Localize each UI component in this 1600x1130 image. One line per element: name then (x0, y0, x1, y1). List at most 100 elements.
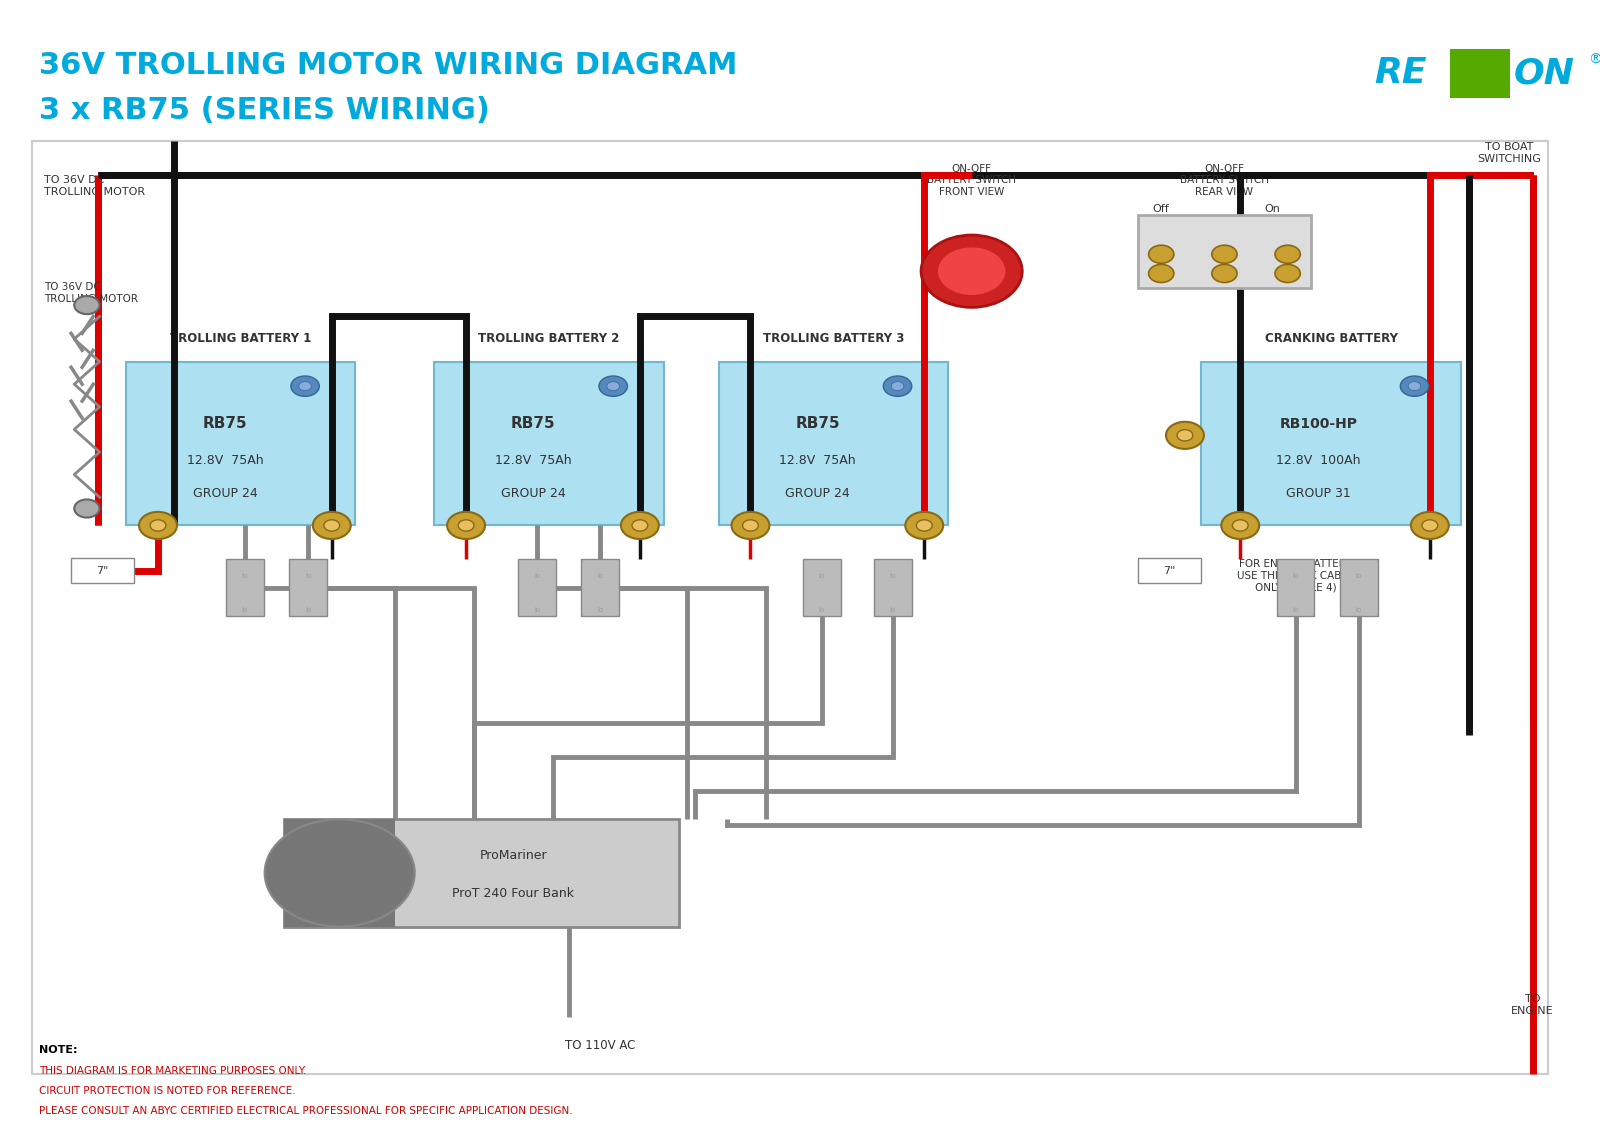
Circle shape (1221, 512, 1259, 539)
Text: On: On (1264, 205, 1280, 214)
Circle shape (632, 520, 648, 531)
Circle shape (938, 246, 1006, 296)
Text: GROUP 31: GROUP 31 (1286, 487, 1350, 501)
Text: TO 36V DC
TROLLING MOTOR: TO 36V DC TROLLING MOTOR (45, 175, 146, 197)
FancyBboxPatch shape (1277, 559, 1315, 616)
Text: CIRCUIT PROTECTION IS NOTED FOR REFERENCE.: CIRCUIT PROTECTION IS NOTED FOR REFERENC… (40, 1086, 296, 1096)
Circle shape (1422, 520, 1438, 531)
FancyBboxPatch shape (1450, 49, 1510, 98)
Text: Li: Li (1464, 60, 1491, 87)
Text: lo: lo (819, 607, 824, 614)
Text: PLEASE CONSULT AN ABYC CERTIFIED ELECTRICAL PROFESSIONAL FOR SPECIFIC APPLICATIO: PLEASE CONSULT AN ABYC CERTIFIED ELECTRI… (40, 1106, 573, 1116)
Text: lo: lo (1355, 573, 1362, 580)
Circle shape (299, 382, 312, 391)
Text: lo: lo (534, 607, 541, 614)
Text: 3 x RB75 (SERIES WIRING): 3 x RB75 (SERIES WIRING) (40, 96, 490, 125)
Text: CRANKING BATTERY: CRANKING BATTERY (1264, 331, 1397, 345)
FancyBboxPatch shape (1138, 558, 1200, 583)
FancyBboxPatch shape (290, 559, 326, 616)
Circle shape (446, 512, 485, 539)
FancyBboxPatch shape (285, 819, 680, 927)
FancyBboxPatch shape (718, 362, 947, 525)
FancyBboxPatch shape (70, 558, 134, 583)
Text: lo: lo (597, 573, 603, 580)
Text: ®: ® (1587, 53, 1600, 67)
Text: lo: lo (890, 607, 896, 614)
Text: 3: 3 (1496, 54, 1507, 70)
Text: lo: lo (306, 573, 312, 580)
Text: TROLLING BATTERY 1: TROLLING BATTERY 1 (170, 331, 312, 345)
Text: FOR ENGINE BATTERY
USE THIS BANK CABLE
ONLY (CABLE 4): FOR ENGINE BATTERY USE THIS BANK CABLE O… (1237, 559, 1354, 592)
Text: lo: lo (306, 607, 312, 614)
Text: 12.8V  75Ah: 12.8V 75Ah (779, 453, 856, 467)
Text: lo: lo (534, 573, 541, 580)
Circle shape (1211, 264, 1237, 282)
FancyBboxPatch shape (435, 362, 664, 525)
Text: ON: ON (1514, 56, 1574, 90)
Text: ProMariner: ProMariner (480, 850, 547, 862)
Text: lo: lo (890, 573, 896, 580)
FancyBboxPatch shape (226, 559, 264, 616)
Text: 36V TROLLING MOTOR WIRING DIAGRAM: 36V TROLLING MOTOR WIRING DIAGRAM (40, 51, 738, 80)
Circle shape (1178, 429, 1194, 441)
Circle shape (731, 512, 770, 539)
Circle shape (906, 512, 944, 539)
Circle shape (139, 512, 178, 539)
FancyBboxPatch shape (518, 559, 557, 616)
Circle shape (1232, 520, 1248, 531)
Circle shape (1149, 245, 1174, 263)
Text: TROLLING BATTERY 2: TROLLING BATTERY 2 (478, 331, 619, 345)
Text: GROUP 24: GROUP 24 (786, 487, 850, 501)
Text: TROLLING BATTERY 3: TROLLING BATTERY 3 (763, 331, 904, 345)
Text: ProT 240 Four Bank: ProT 240 Four Bank (453, 887, 574, 899)
Circle shape (1275, 245, 1301, 263)
Circle shape (1408, 382, 1421, 391)
Text: lo: lo (1355, 607, 1362, 614)
Text: RE: RE (1374, 56, 1427, 90)
Text: Off: Off (1154, 205, 1170, 214)
Circle shape (74, 499, 99, 518)
Text: TO
ENGINE: TO ENGINE (1512, 994, 1554, 1016)
Circle shape (264, 819, 414, 927)
Text: lo: lo (242, 573, 248, 580)
Circle shape (1411, 512, 1448, 539)
Text: TO 110V AC: TO 110V AC (565, 1038, 635, 1052)
Text: TO BOAT
SWITCHING: TO BOAT SWITCHING (1477, 142, 1541, 164)
Text: 12.8V  75Ah: 12.8V 75Ah (494, 453, 571, 467)
Circle shape (621, 512, 659, 539)
FancyBboxPatch shape (1339, 559, 1378, 616)
Circle shape (150, 520, 166, 531)
Text: RB75: RB75 (795, 416, 840, 432)
Text: THIS DIAGRAM IS FOR MARKETING PURPOSES ONLY.: THIS DIAGRAM IS FOR MARKETING PURPOSES O… (40, 1066, 307, 1076)
Circle shape (606, 382, 619, 391)
Text: ON-OFF
BATTERY SWITCH
FRONT VIEW: ON-OFF BATTERY SWITCH FRONT VIEW (926, 164, 1016, 197)
Circle shape (883, 376, 912, 397)
Text: RB75: RB75 (510, 416, 555, 432)
Circle shape (742, 520, 758, 531)
Circle shape (1400, 376, 1429, 397)
Circle shape (598, 376, 627, 397)
Text: lo: lo (242, 607, 248, 614)
Text: GROUP 24: GROUP 24 (192, 487, 258, 501)
FancyBboxPatch shape (285, 819, 395, 927)
Text: 7": 7" (1163, 566, 1176, 575)
Text: 7": 7" (96, 566, 109, 575)
Text: lo: lo (1293, 573, 1299, 580)
FancyBboxPatch shape (126, 362, 355, 525)
Text: TO 36V DC
TROLLING MOTOR: TO 36V DC TROLLING MOTOR (45, 282, 138, 304)
Text: NOTE:: NOTE: (40, 1045, 78, 1055)
FancyBboxPatch shape (874, 559, 912, 616)
FancyBboxPatch shape (1138, 215, 1312, 288)
Circle shape (323, 520, 339, 531)
Text: 12.8V  75Ah: 12.8V 75Ah (187, 453, 264, 467)
Circle shape (1211, 245, 1237, 263)
Circle shape (891, 382, 904, 391)
Circle shape (1149, 264, 1174, 282)
Circle shape (291, 376, 320, 397)
Text: GROUP 24: GROUP 24 (501, 487, 565, 501)
Circle shape (458, 520, 474, 531)
Circle shape (1166, 421, 1203, 449)
FancyBboxPatch shape (803, 559, 840, 616)
FancyBboxPatch shape (1200, 362, 1461, 525)
Text: ON-OFF
BATTERY SWITCH
REAR VIEW: ON-OFF BATTERY SWITCH REAR VIEW (1179, 164, 1269, 197)
